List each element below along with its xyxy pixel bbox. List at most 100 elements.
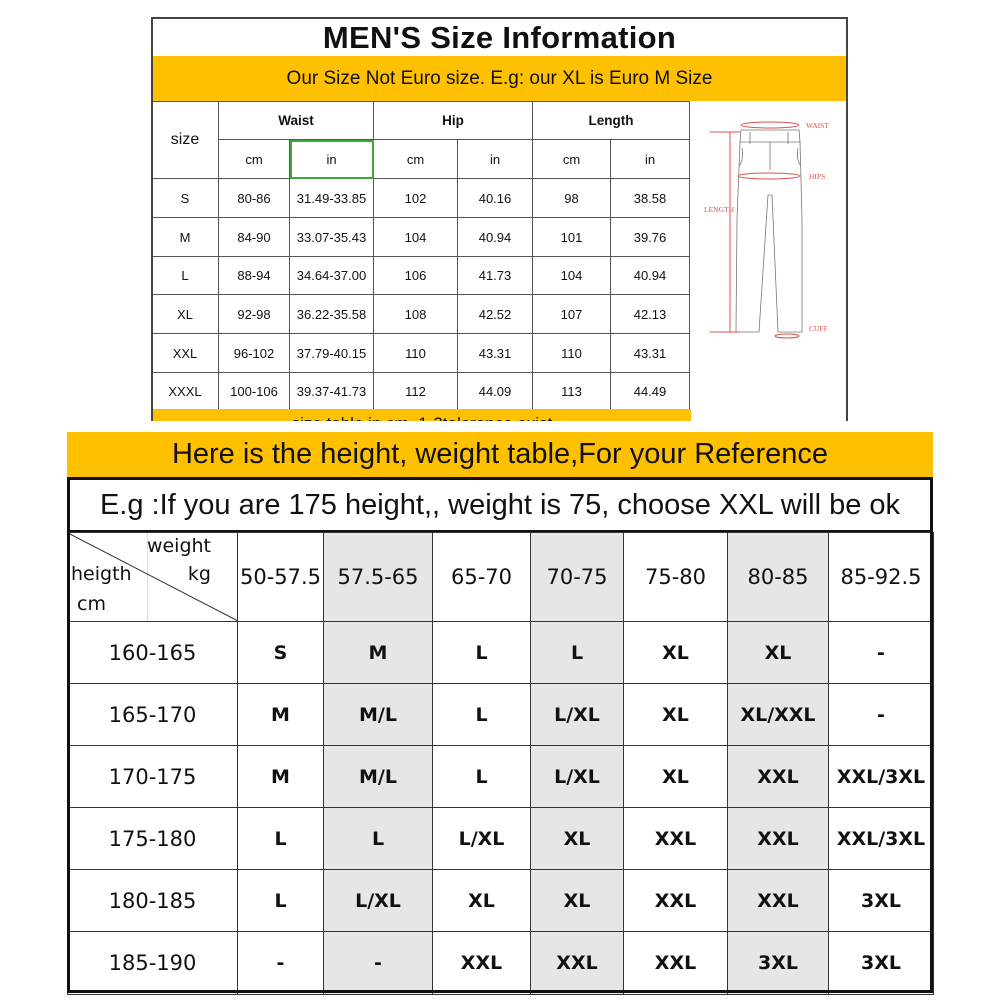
- hip-in-cell: 40.94: [457, 217, 533, 257]
- size-cell: L: [432, 745, 531, 808]
- hip-cm-cell: 110: [373, 333, 458, 373]
- table-row: 180-185 L L/XL XL XL XXL XXL 3XL: [67, 869, 934, 932]
- waist-header: Waist: [218, 101, 374, 140]
- size-cell: L/XL: [530, 683, 624, 746]
- height-range-cell: 180-185: [67, 869, 238, 932]
- height-weight-banner: Here is the height, weight table,For you…: [67, 432, 933, 477]
- size-info-banner: Our Size Not Euro size. E.g: our XL is E…: [153, 56, 846, 101]
- length-cm-cell: 107: [532, 294, 611, 334]
- waist-cm-cell: 100-106: [218, 372, 290, 411]
- hip-cm-cell: 104: [373, 217, 458, 257]
- size-cell: M: [237, 745, 324, 808]
- corner-height-label: heigth: [71, 563, 132, 585]
- size-cell: L/XL: [530, 745, 624, 808]
- table-row: 170-175 M M/L L L/XL XL XXL XXL/3XL: [67, 745, 934, 808]
- size-information-panel: MEN'S Size Information Our Size Not Euro…: [151, 17, 848, 421]
- size-row: S 80-86 31.49-33.85 102 40.16 98 38.58: [153, 178, 690, 218]
- size-cell: -: [323, 931, 433, 995]
- size-cell: XL: [530, 807, 624, 870]
- size-cell: XXL: [623, 869, 728, 932]
- hip-cm-cell: 108: [373, 294, 458, 334]
- diagonal-divider-icon: [68, 533, 238, 621]
- weight-range-header: 70-75: [530, 532, 624, 622]
- height-range-cell: 175-180: [67, 807, 238, 870]
- weight-range-header: 80-85: [727, 532, 829, 622]
- length-in-cell: 42.13: [610, 294, 690, 334]
- height-range-cell: 160-165: [67, 621, 238, 684]
- unit-header-selected[interactable]: in: [289, 139, 374, 179]
- size-cell: XXL: [623, 807, 728, 870]
- hip-in-cell: 44.09: [457, 372, 533, 411]
- size-cell: XXL: [432, 931, 531, 995]
- size-cell: L: [237, 869, 324, 932]
- unit-header: in: [457, 139, 533, 179]
- weight-header-row: weight kg heigth cm 50-57.5 57.5-65 65-7…: [67, 532, 934, 622]
- unit-header: cm: [373, 139, 458, 179]
- size-cell: M: [153, 217, 219, 257]
- waist-label: WAIST: [806, 121, 829, 130]
- size-cell: XXL: [727, 807, 829, 870]
- size-cell: L: [432, 683, 531, 746]
- size-cell: XXL/3XL: [828, 745, 934, 808]
- corner-kg-label: kg: [187, 563, 211, 585]
- waist-cm-cell: 96-102: [218, 333, 290, 373]
- size-cell: L/XL: [323, 869, 433, 932]
- weight-range-header: 75-80: [623, 532, 728, 622]
- waist-in-cell: 36.22-35.58: [289, 294, 374, 334]
- length-label: LENGTH: [704, 205, 735, 214]
- length-cm-cell: 101: [532, 217, 611, 257]
- length-cm-cell: 98: [532, 178, 611, 218]
- size-cell: L: [530, 621, 624, 684]
- size-cell: L: [323, 807, 433, 870]
- table-row: 165-170 M M/L L L/XL XL XL/XXL -: [67, 683, 934, 746]
- weight-range-header: 50-57.5: [237, 532, 324, 622]
- height-range-cell: 165-170: [67, 683, 238, 746]
- size-cell: L/XL: [432, 807, 531, 870]
- size-cell: -: [237, 931, 324, 995]
- size-row: M 84-90 33.07-35.43 104 40.94 101 39.76: [153, 217, 690, 257]
- height-range-cell: 185-190: [67, 931, 238, 995]
- length-in-cell: 43.31: [610, 333, 690, 373]
- length-cm-cell: 110: [532, 333, 611, 373]
- size-cell: XXL: [530, 931, 624, 995]
- hips-label: HIPS: [809, 172, 825, 181]
- table-row: 175-180 L L L/XL XL XXL XXL XXL/3XL: [67, 807, 934, 870]
- size-cell: XXL: [153, 333, 219, 373]
- length-in-cell: 38.58: [610, 178, 690, 218]
- hip-cm-cell: 102: [373, 178, 458, 218]
- table-row: 160-165 S M L L XL XL -: [67, 621, 934, 684]
- weight-range-header: 57.5-65: [323, 532, 433, 622]
- size-row: XL 92-98 36.22-35.58 108 42.52 107 42.13: [153, 294, 690, 334]
- unit-header: cm: [218, 139, 290, 179]
- unit-header: cm: [532, 139, 611, 179]
- corner-weight-label: weight: [146, 535, 211, 557]
- size-row: XXL 96-102 37.79-40.15 110 43.31 110 43.…: [153, 333, 690, 373]
- size-cell: XL: [727, 621, 829, 684]
- length-header: Length: [532, 101, 690, 140]
- size-info-title: MEN'S Size Information: [322, 20, 677, 55]
- hip-in-cell: 43.31: [457, 333, 533, 373]
- size-cell: XL: [623, 745, 728, 808]
- size-cell: M: [323, 621, 433, 684]
- size-cell: L: [432, 621, 531, 684]
- size-header: size: [153, 101, 219, 179]
- height-weight-table: weight kg heigth cm 50-57.5 57.5-65 65-7…: [67, 532, 934, 995]
- size-cell: XL: [153, 294, 219, 334]
- length-cm-cell: 113: [532, 372, 611, 411]
- waist-in-cell: 31.49-33.85: [289, 178, 374, 218]
- size-cell: 3XL: [727, 931, 829, 995]
- size-cell: L: [153, 256, 219, 295]
- waist-in-cell: 39.37-41.73: [289, 372, 374, 411]
- size-cell: XL: [623, 621, 728, 684]
- hip-cm-cell: 112: [373, 372, 458, 411]
- length-cm-cell: 104: [532, 256, 611, 295]
- waist-in-cell: 34.64-37.00: [289, 256, 374, 295]
- size-cell: -: [828, 621, 934, 684]
- size-table: size Waist Hip Length cm in cm in cm in …: [153, 101, 690, 411]
- size-cell: M/L: [323, 683, 433, 746]
- size-cell: XXL: [727, 745, 829, 808]
- size-cell: S: [237, 621, 324, 684]
- length-in-cell: 40.94: [610, 256, 690, 295]
- corner-divider: [147, 533, 148, 621]
- pants-icon: WAIST HIPS LENGTH CUFF: [704, 121, 829, 339]
